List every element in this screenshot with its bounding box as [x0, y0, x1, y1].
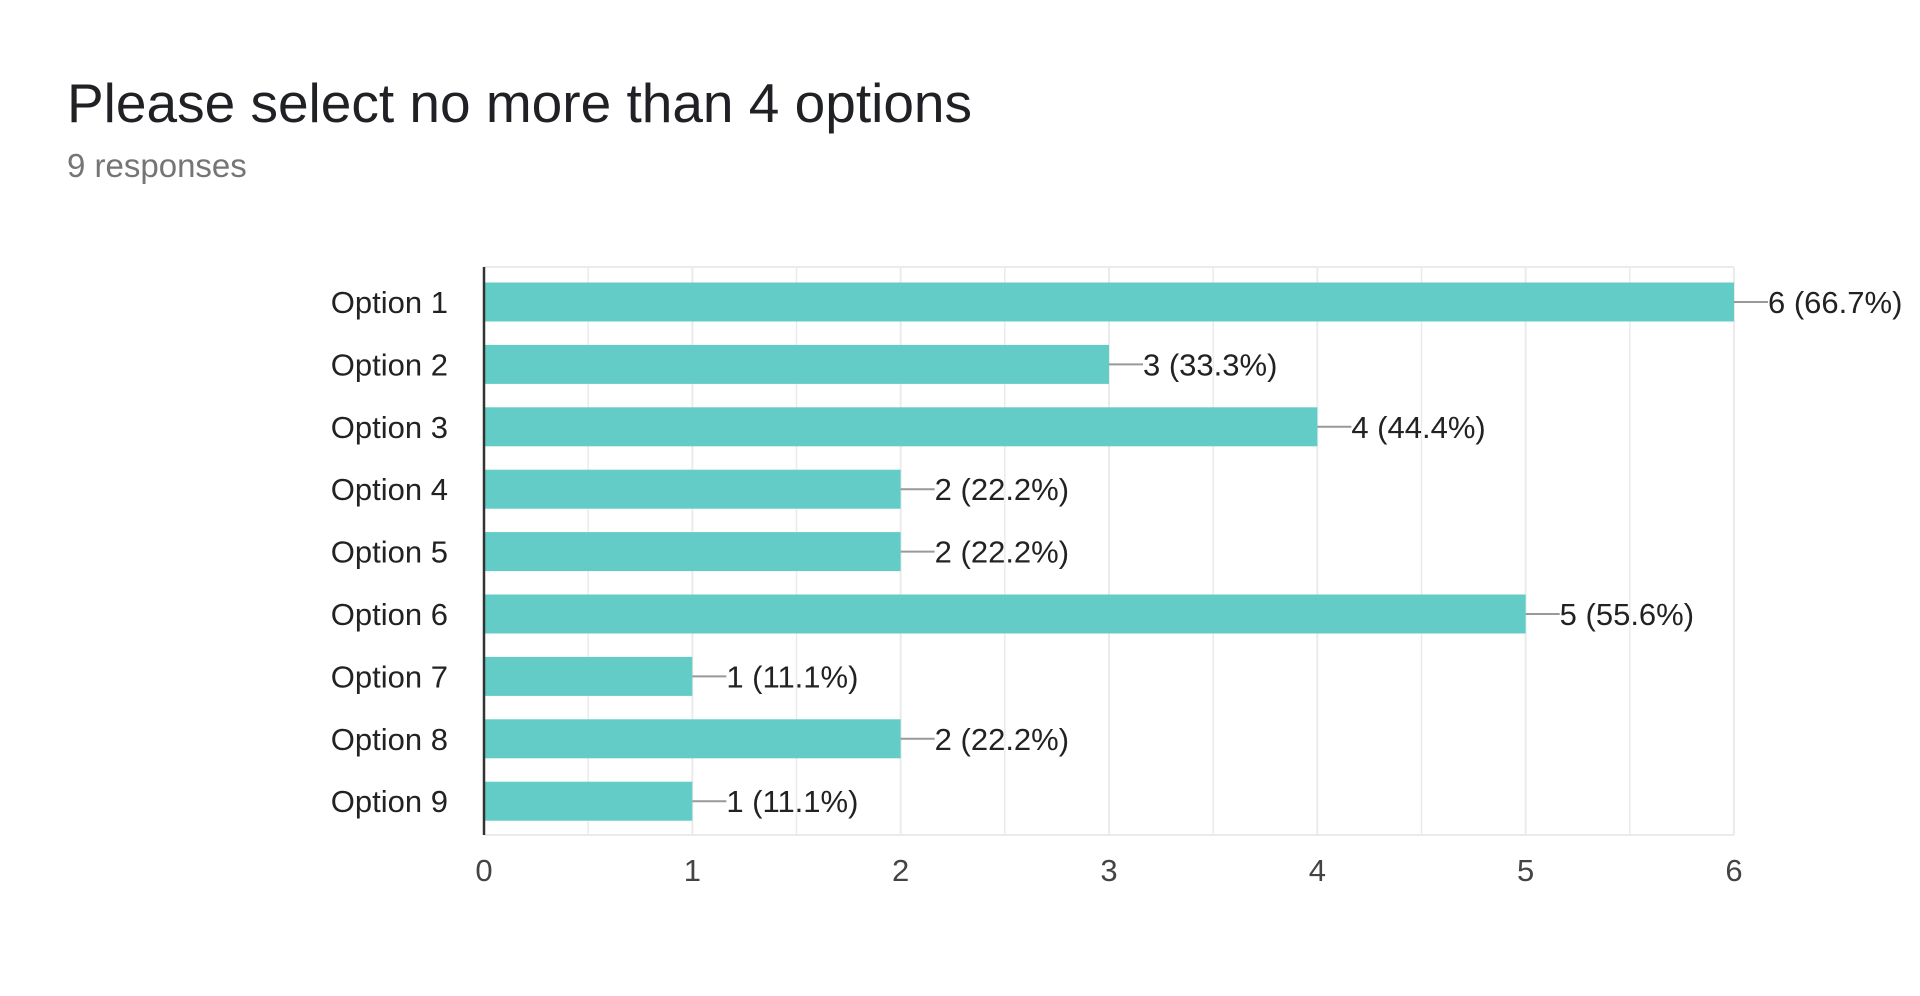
category-label: Option 7: [331, 659, 448, 694]
bar: [484, 344, 1109, 384]
response-count: 9 responses: [67, 147, 247, 184]
bar: [484, 594, 1526, 634]
category-label: Option 8: [331, 722, 448, 757]
x-tick-label: 6: [1725, 853, 1742, 888]
data-label: 6 (66.7%): [1768, 285, 1902, 320]
x-tick-label: 4: [1309, 853, 1326, 888]
bar: [484, 532, 901, 572]
category-label: Option 1: [331, 285, 448, 320]
bar: [484, 719, 901, 759]
data-label: 3 (33.3%): [1143, 347, 1277, 382]
data-label: 1 (11.1%): [726, 659, 858, 694]
bar: [484, 282, 1734, 322]
bar: [484, 781, 693, 821]
category-label: Option 6: [331, 597, 448, 632]
data-label: 2 (22.2%): [935, 472, 1069, 507]
bar: [484, 469, 901, 509]
data-label: 2 (22.2%): [935, 535, 1069, 570]
bar: [484, 407, 1318, 447]
x-tick-label: 1: [684, 853, 701, 888]
x-tick-label: 2: [892, 853, 909, 888]
chart-labels: Option 1 6 (66.7%) Option 2 3 (33.3%) Option…: [331, 285, 1903, 819]
chart-bars: [484, 282, 1734, 821]
x-tick-label: 5: [1517, 853, 1534, 888]
category-label: Option 5: [331, 535, 448, 570]
data-label: 4 (44.4%): [1351, 410, 1485, 445]
category-label: Option 2: [331, 347, 448, 382]
data-label: 5 (55.6%): [1560, 597, 1694, 632]
x-tick-label: 0: [475, 853, 492, 888]
data-label: 1 (11.1%): [726, 784, 858, 819]
x-tick-label: 3: [1100, 853, 1117, 888]
category-label: Option 3: [331, 410, 448, 445]
bar: [484, 656, 693, 696]
category-label: Option 9: [331, 784, 448, 819]
category-label: Option 4: [331, 472, 448, 507]
data-label: 2 (22.2%): [935, 722, 1069, 757]
chart-axes: 0 1 2 3 4 5 6: [475, 267, 1743, 888]
question-title: Please select no more than 4 options: [67, 72, 973, 134]
